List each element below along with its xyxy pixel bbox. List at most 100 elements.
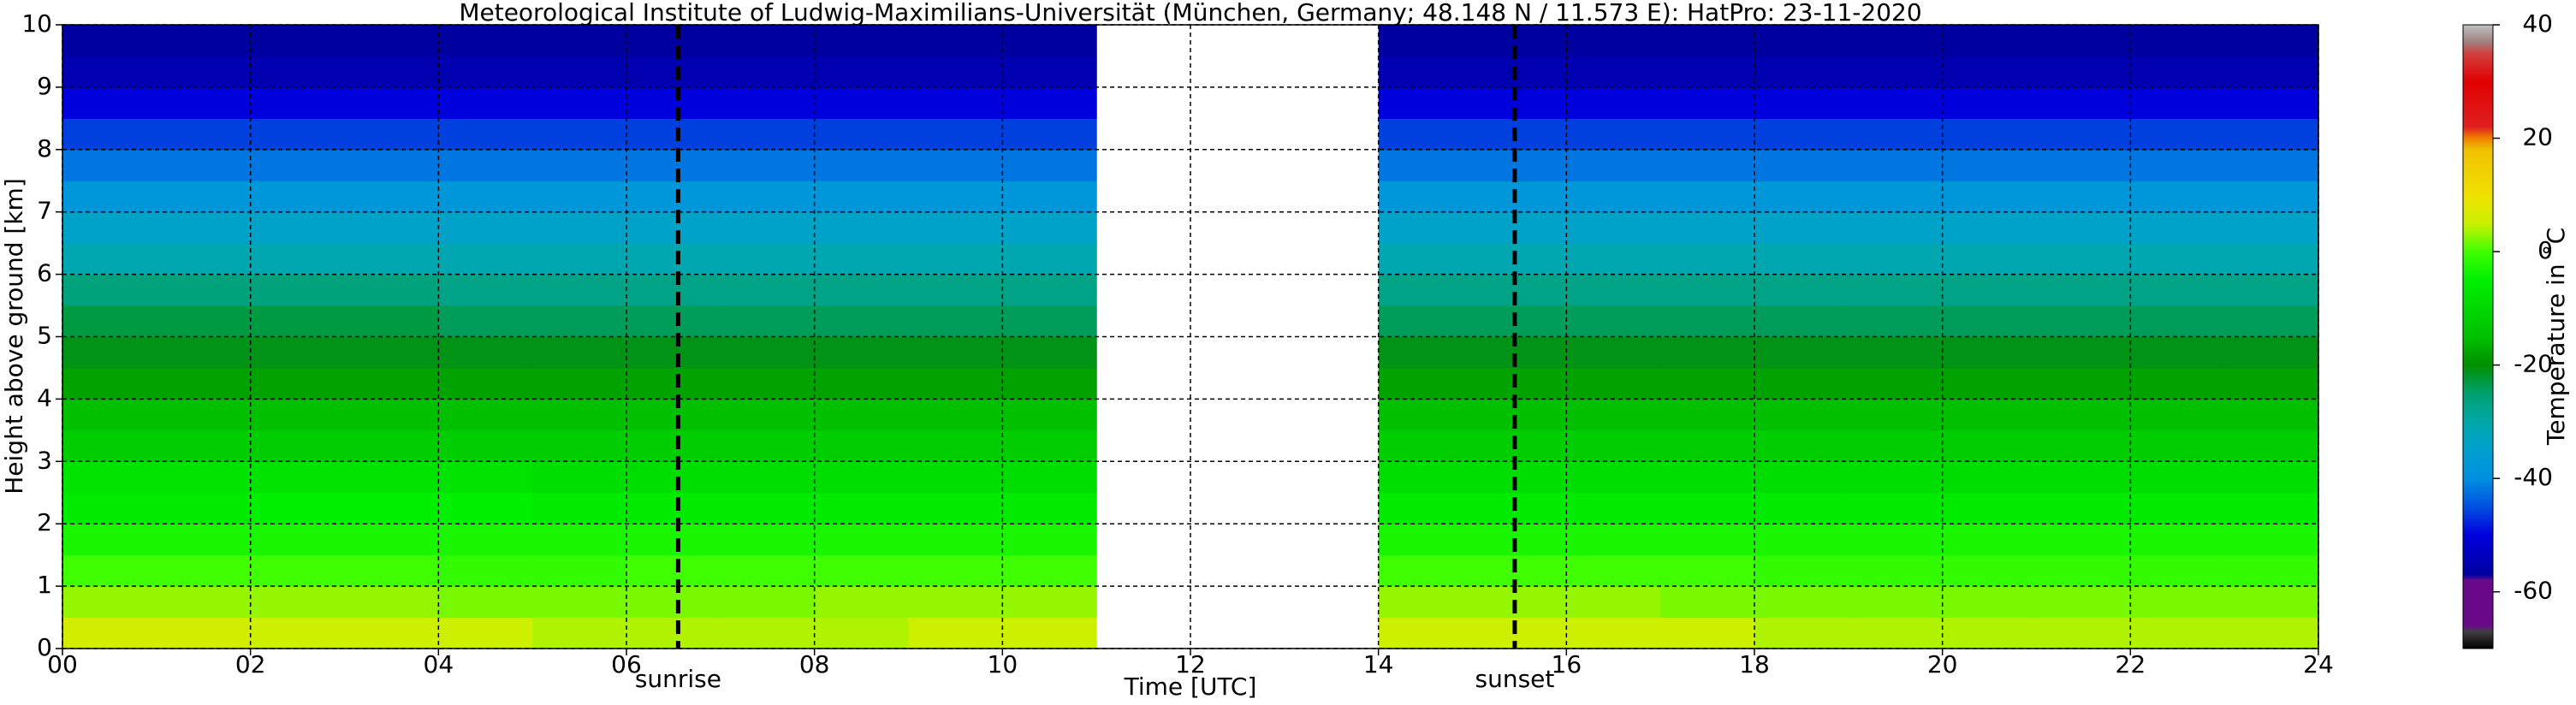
heat-cell	[344, 118, 439, 151]
heat-cell	[1566, 367, 1661, 400]
heat-cell	[2224, 211, 2319, 244]
heat-cell	[250, 86, 346, 119]
heat-cell	[908, 367, 1003, 400]
heat-cell	[908, 586, 1003, 619]
heat-cell	[2130, 181, 2225, 213]
heat-cell	[2130, 274, 2225, 306]
heat-cell	[1378, 274, 1474, 306]
heat-cell	[2036, 399, 2131, 431]
heat-cell	[62, 86, 157, 119]
heat-cell	[720, 305, 816, 338]
heat-cell	[1002, 25, 1097, 57]
heat-cell	[156, 25, 252, 57]
heat-cell	[1754, 25, 1849, 57]
heat-cell	[2036, 149, 2131, 181]
heat-cell	[1660, 149, 1755, 181]
heat-cell	[62, 25, 157, 57]
heat-cell	[814, 211, 910, 244]
heat-cell	[250, 461, 346, 494]
heat-cell	[438, 492, 533, 524]
x-tick-label: 00	[47, 650, 78, 678]
heat-cell	[720, 617, 816, 649]
y-tick-label: 9	[37, 72, 52, 100]
heat-cell	[1002, 554, 1097, 587]
heat-cell	[1472, 181, 1567, 213]
heat-cell	[1378, 586, 1474, 619]
heat-cell	[344, 367, 439, 400]
heat-cell	[1942, 586, 2038, 619]
x-tick-label: 20	[1927, 650, 1958, 678]
heat-cell	[908, 56, 1003, 88]
heat-cell	[438, 274, 533, 306]
heat-cell	[156, 181, 252, 213]
annotation-label: sunset	[1475, 665, 1554, 693]
colorbar-tick-label: -60	[2514, 577, 2553, 605]
heat-cell	[1472, 149, 1567, 181]
heat-cell	[2224, 586, 2319, 619]
heat-cell	[814, 336, 910, 369]
heat-cell	[2130, 617, 2225, 649]
heat-cell	[1566, 243, 1661, 275]
heat-cell	[1472, 554, 1567, 587]
heat-cell	[438, 56, 533, 88]
y-tick-label: 8	[37, 134, 52, 163]
heat-cell	[1472, 305, 1567, 338]
heat-cell	[438, 243, 533, 275]
heat-cell	[814, 399, 910, 431]
heat-cell	[1378, 399, 1474, 431]
heat-cell	[344, 554, 439, 587]
heat-cell	[438, 118, 533, 151]
heat-cell	[1754, 617, 1849, 649]
heat-cell	[1754, 586, 1849, 619]
heat-cell	[720, 524, 816, 556]
x-tick-label: 04	[424, 650, 454, 678]
y-tick-label: 3	[37, 446, 52, 474]
heat-cell	[438, 399, 533, 431]
heat-cell	[2224, 181, 2319, 213]
heat-cell	[62, 617, 157, 649]
heat-cell	[814, 367, 910, 400]
heat-cell	[626, 554, 721, 587]
heat-cell	[1660, 617, 1755, 649]
heat-cell	[1002, 461, 1097, 494]
heat-cell	[2036, 492, 2131, 524]
heat-cell	[1754, 554, 1849, 587]
heat-cell	[626, 181, 721, 213]
heat-cell	[344, 524, 439, 556]
heat-cell	[1754, 181, 1849, 213]
colorbar-tick-label: -20	[2514, 350, 2553, 378]
heat-cell	[156, 274, 252, 306]
heat-cell	[1848, 86, 1944, 119]
heat-cell	[626, 617, 721, 649]
heat-cell	[1754, 367, 1849, 400]
heat-cell	[1942, 149, 2038, 181]
heat-cell	[438, 305, 533, 338]
y-tick-label: 1	[37, 571, 52, 599]
heat-cell	[908, 181, 1003, 213]
heat-cell	[720, 399, 816, 431]
heat-cell	[2224, 305, 2319, 338]
heat-cell	[438, 211, 533, 244]
y-tick-label: 2	[37, 508, 52, 536]
heat-cell	[1942, 181, 2038, 213]
heat-cell	[1002, 243, 1097, 275]
heat-cell	[720, 86, 816, 119]
heat-cell	[1942, 524, 2038, 556]
heat-cell	[532, 430, 627, 462]
heat-cell	[1942, 56, 2038, 88]
heat-cell	[1942, 554, 2038, 587]
heat-cell	[626, 274, 721, 306]
heat-cell	[1566, 617, 1661, 649]
heat-cell	[156, 56, 252, 88]
x-tick-label: 10	[988, 650, 1018, 678]
heat-cell	[2036, 430, 2131, 462]
heat-cell	[1472, 118, 1567, 151]
heat-cell	[1848, 617, 1944, 649]
heat-cell	[250, 524, 346, 556]
heat-cell	[1378, 243, 1474, 275]
heat-cell	[1942, 305, 2038, 338]
heat-cell	[344, 25, 439, 57]
heat-cell	[250, 430, 346, 462]
heat-cell	[1378, 336, 1474, 369]
heat-cell	[2224, 524, 2319, 556]
